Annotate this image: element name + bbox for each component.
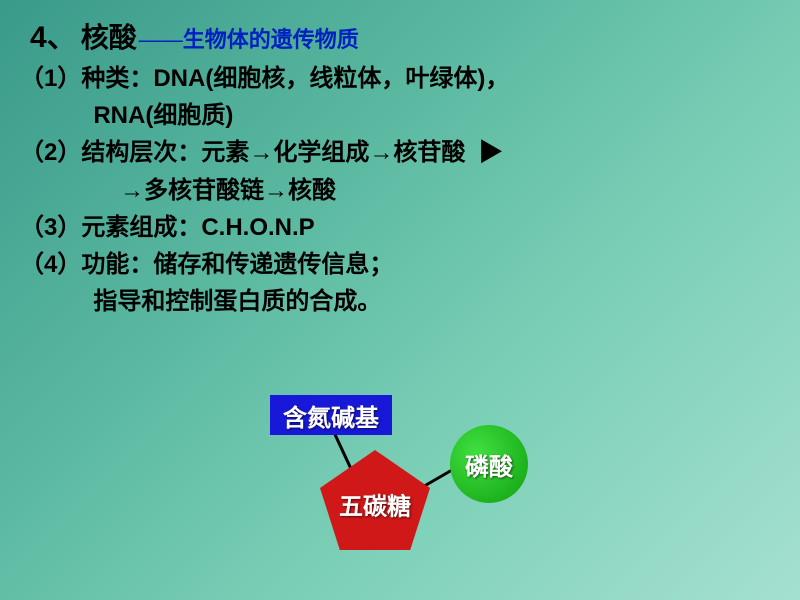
point-2-line1: （2）结构层次：元素→化学组成→核苷酸 ▶ [20, 134, 780, 171]
pentose-sugar-label: 五碳糖 [339, 487, 411, 522]
phosphate-label: 磷酸 [465, 447, 513, 482]
point-4-line1: （4）功能：储存和传递遗传信息； [20, 246, 780, 283]
nitrogen-base-box: 含氮碱基 [270, 395, 392, 435]
point-2-line2: →多核苷酸链→核酸 [20, 172, 780, 209]
phosphate-circle: 磷酸 [450, 425, 528, 503]
point-4-line2: 指导和控制蛋白质的合成。 [20, 283, 780, 320]
title-subtitle: 生物体的遗传物质 [183, 22, 359, 54]
body-content: （1）种类：DNA(细胞核，线粒体，叶绿体)， RNA(细胞质) （2）结构层次… [20, 60, 780, 320]
point-3: （3）元素组成：C.H.O.N.P [20, 209, 780, 246]
title-dash: —— [139, 27, 183, 53]
slide-title: 4 、 核酸 —— 生物体的遗传物质 [30, 12, 359, 56]
title-sep: 、 [47, 12, 77, 56]
point-1-line2: RNA(细胞质) [20, 97, 780, 134]
title-main: 核酸 [81, 16, 137, 56]
nitrogen-base-label: 含氮碱基 [283, 398, 379, 433]
title-number: 4 [30, 21, 47, 55]
pentose-sugar-shape: 五碳糖 [320, 450, 430, 550]
nucleotide-diagram: 含氮碱基 五碳糖 磷酸 [240, 395, 580, 575]
point-1-line1: （1）种类：DNA(细胞核，线粒体，叶绿体)， [20, 60, 780, 97]
